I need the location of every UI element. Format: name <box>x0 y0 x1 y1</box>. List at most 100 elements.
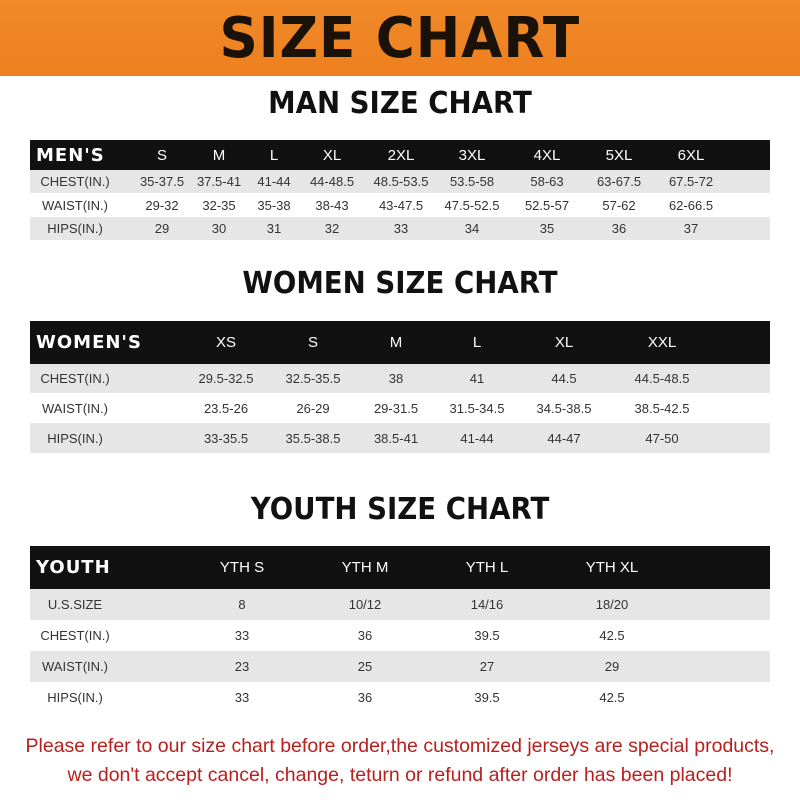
measurement-value: 29 <box>604 659 620 674</box>
measurement-value: 42.5 <box>599 628 625 643</box>
measurement-value: 32-35 <box>202 197 236 213</box>
measurement-label: WAIST(IN.) <box>42 400 108 416</box>
size-header-cell: S <box>307 334 319 351</box>
table-header-row: WOMEN'S XS S M L XL XXL <box>30 321 770 364</box>
measurement-value: 33 <box>234 628 250 643</box>
size-header-cell: L <box>269 146 279 164</box>
measurement-value: 27 <box>479 659 495 674</box>
men-title: MAN SIZE CHART <box>268 86 532 121</box>
measurement-value: 37 <box>683 221 699 236</box>
measurement-value: 31.5-34.5 <box>449 400 505 416</box>
measurement-label: HIPS(IN.) <box>47 221 103 236</box>
table-row: WAIST(IN.) 23.5-26 26-29 29-31.5 31.5-34.5 34… <box>30 393 770 423</box>
measurement-label: CHEST(IN.) <box>40 174 110 189</box>
measurement-label: CHEST(IN.) <box>40 371 110 386</box>
women-title: WOMEN SIZE CHART <box>242 266 558 301</box>
measurement-value: 35.5-38.5 <box>285 430 341 446</box>
table-title-cell: YOUTH <box>36 557 111 578</box>
measurement-value: 29.5-32.5 <box>198 371 254 386</box>
measurement-value: 29-31.5 <box>373 400 419 416</box>
measurement-value: 23 <box>234 659 250 674</box>
measurement-value: 34 <box>464 221 480 236</box>
measurement-value: 37.5-41 <box>196 174 242 189</box>
measurement-value: 52.5-57 <box>524 197 570 213</box>
measurement-value: 26-29 <box>296 400 330 416</box>
measurement-value: 38 <box>388 371 404 386</box>
table-header-row: YOUTH YTH S YTH M YTH L YTH XL <box>30 546 770 589</box>
size-header-cell: YTH XL <box>585 559 639 576</box>
measurement-value: 35 <box>539 221 555 236</box>
measurement-value: 23.5-26 <box>203 400 249 416</box>
measurement-value: 33 <box>234 690 250 705</box>
table-title-cell: MEN'S <box>36 144 105 166</box>
measurement-label: U.S.SIZE <box>47 597 103 612</box>
measurement-label: HIPS(IN.) <box>47 430 103 446</box>
size-header-cell: XL <box>322 146 342 164</box>
measurement-value: 8 <box>238 597 246 612</box>
measurement-value: 31 <box>266 221 282 236</box>
measurement-value: 14/16 <box>470 597 504 612</box>
table-header-row: MEN'S S M L XL 2XL 3XL 4XL 5XL 6XL <box>30 140 770 170</box>
measurement-value: 67.5-72 <box>668 174 714 189</box>
measurement-value: 35-37.5 <box>139 174 185 189</box>
table-row: U.S.SIZE 8 10/12 14/16 18/20 <box>30 589 770 620</box>
table-row: WAIST(IN.) 23 25 27 29 <box>30 651 770 682</box>
measurement-value: 53.5-58 <box>449 174 495 189</box>
measurement-value: 36 <box>611 221 627 236</box>
measurement-value: 47-50 <box>645 430 679 446</box>
measurement-label: CHEST(IN.) <box>40 628 110 643</box>
measurement-value: 44-47 <box>547 430 581 446</box>
size-header-cell: XXL <box>647 334 677 351</box>
measurement-value: 38-43 <box>315 197 349 213</box>
measurement-value: 29 <box>154 221 170 236</box>
banner: SIZE CHART <box>0 0 800 76</box>
banner-title: SIZE CHART <box>219 5 581 71</box>
measurement-value: 41 <box>469 371 485 386</box>
measurement-value: 32 <box>324 221 340 236</box>
measurement-value: 35-38 <box>257 197 291 213</box>
measurement-value: 25 <box>357 659 373 674</box>
size-header-cell: YTH M <box>341 559 389 576</box>
table-row: CHEST(IN.) 29.5-32.5 32.5-35.5 38 41 44.5 44.5… <box>30 364 770 393</box>
measurement-value: 44-48.5 <box>309 174 355 189</box>
size-header-cell: YTH S <box>219 559 265 576</box>
measurement-value: 57-62 <box>602 197 636 213</box>
table-row: HIPS(IN.) 29 30 31 32 33 34 35 36 37 <box>30 217 770 240</box>
table-row: WAIST(IN.) 29-32 32-35 35-38 38-43 43-47.5 47.… <box>30 193 770 217</box>
measurement-value: 42.5 <box>599 690 625 705</box>
measurement-value: 30 <box>211 221 227 236</box>
size-header-cell: M <box>389 334 403 351</box>
size-header-cell: S <box>156 146 168 164</box>
measurement-value: 62-66.5 <box>668 197 714 213</box>
youth-title: YOUTH SIZE CHART <box>250 492 550 527</box>
measurement-value: 33-35.5 <box>203 430 249 446</box>
measurement-label: WAIST(IN.) <box>42 659 108 674</box>
measurement-value: 38.5-42.5 <box>634 400 690 416</box>
measurement-value: 34.5-38.5 <box>536 400 592 416</box>
measurement-value: 43-47.5 <box>378 197 424 213</box>
women-size-table: WOMEN'S XS S M L XL XXL CHEST(IN.) 29.5-32.5 32.5… <box>30 321 770 453</box>
size-header-cell: 6XL <box>677 146 705 164</box>
measurement-value: 58-63 <box>530 174 564 189</box>
table-row: CHEST(IN.) 33 36 39.5 42.5 <box>30 620 770 651</box>
measurement-value: 36 <box>357 628 373 643</box>
measurement-value: 33 <box>393 221 409 236</box>
table-row: HIPS(IN.) 33-35.5 35.5-38.5 38.5-41 41-44 44-… <box>30 423 770 453</box>
men-size-table: MEN'S S M L XL 2XL 3XL 4XL 5XL 6XL CHEST(IN.) 35-37… <box>30 140 770 240</box>
table-title-cell: WOMEN'S <box>36 332 142 353</box>
size-header-cell: YTH L <box>465 559 509 576</box>
measurement-value: 18/20 <box>595 597 629 612</box>
measurement-label: HIPS(IN.) <box>47 690 103 705</box>
footer-notice-line2: we don't accept cancel, change, teturn o… <box>67 764 733 786</box>
size-header-cell: 2XL <box>387 146 415 164</box>
measurement-value: 63-67.5 <box>596 174 642 189</box>
size-header-cell: XL <box>554 334 574 351</box>
size-header-cell: XS <box>215 334 237 351</box>
measurement-value: 39.5 <box>474 628 500 643</box>
size-header-cell: L <box>472 334 482 351</box>
measurement-value: 39.5 <box>474 690 500 705</box>
measurement-value: 47.5-52.5 <box>444 197 500 213</box>
measurement-value: 48.5-53.5 <box>373 174 429 189</box>
table-row: CHEST(IN.) 35-37.5 37.5-41 41-44 44-48.5 48.5… <box>30 170 770 193</box>
measurement-value: 10/12 <box>348 597 382 612</box>
